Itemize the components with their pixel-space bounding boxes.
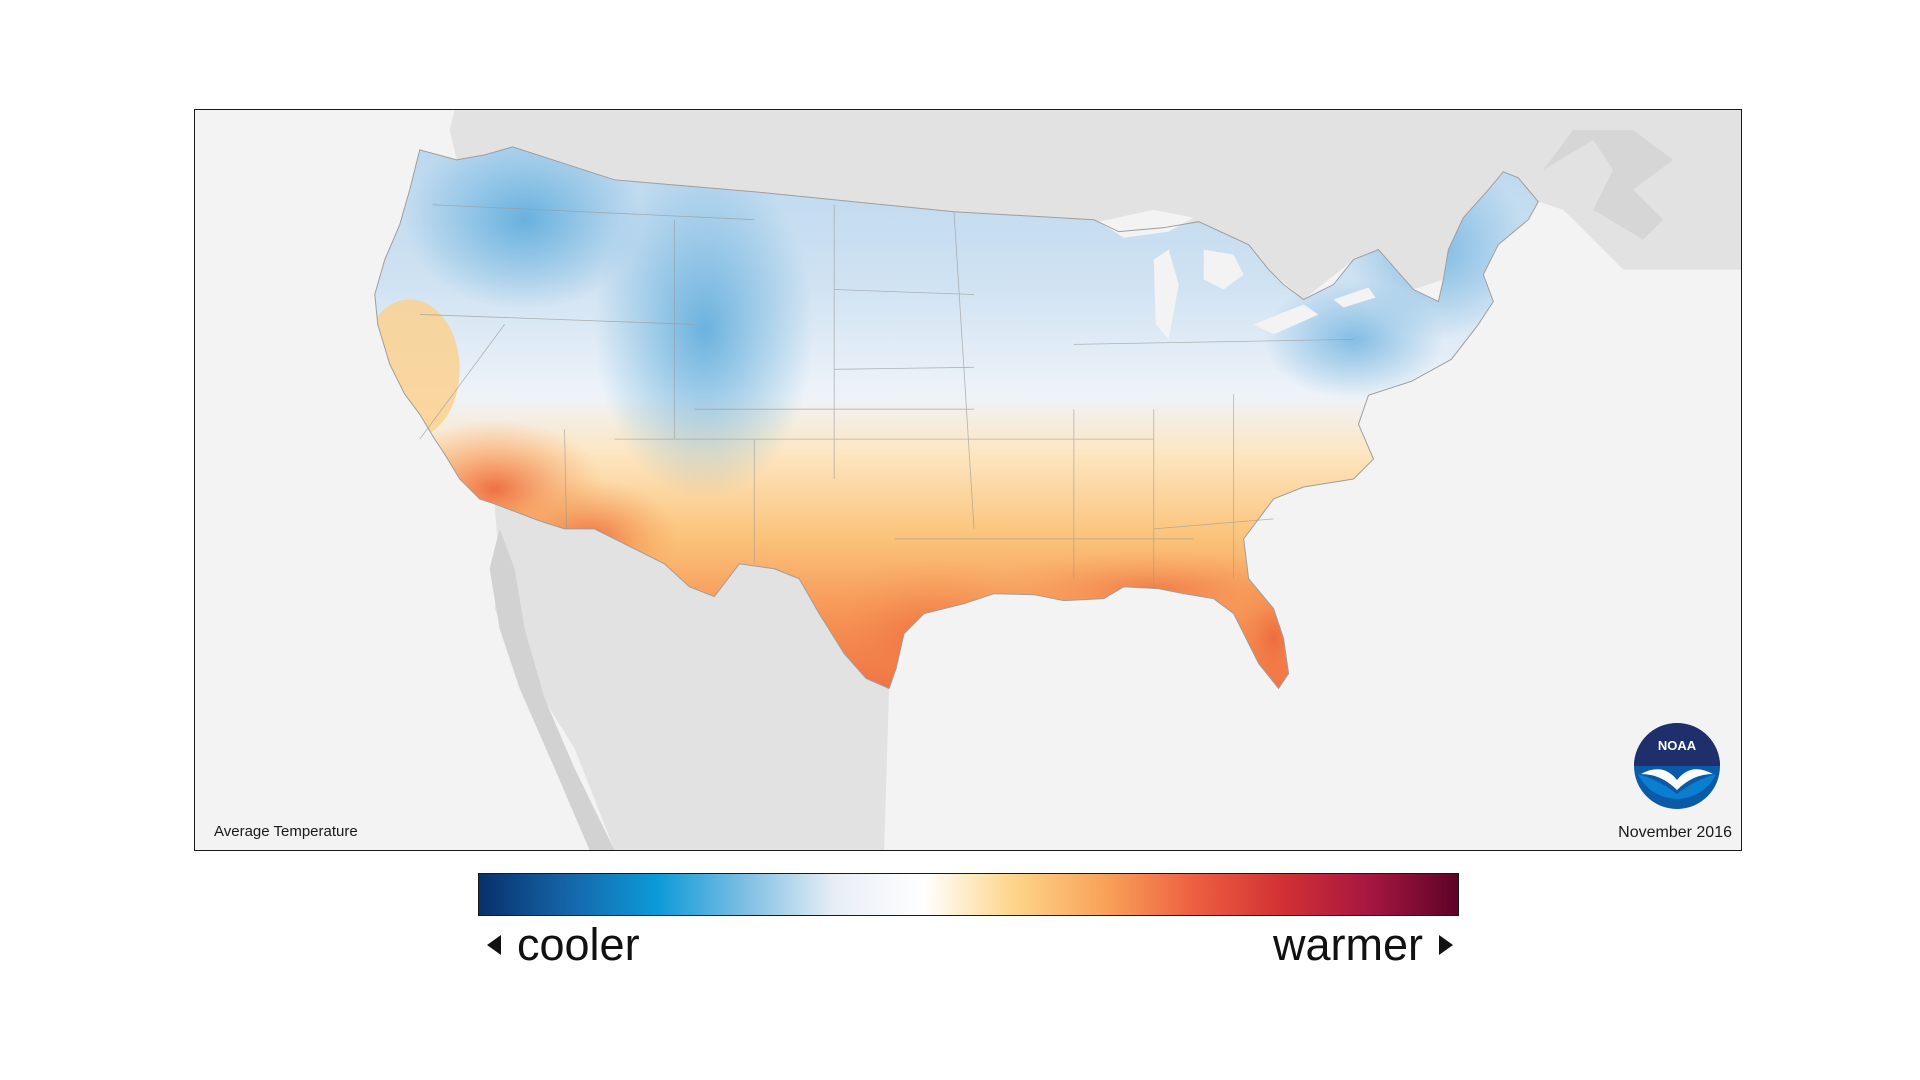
warmer-label-group: warmer [1273,915,1453,975]
map-frame: Average Temperature November 2016 NOAA [194,109,1742,851]
right-arrow-icon [1439,935,1453,955]
great-lakes [1098,209,1376,340]
temperature-color-scale [478,873,1459,916]
noaa-logo-text: NOAA [1658,738,1697,753]
cooler-label: cooler [517,919,640,970]
map-date: November 2016 [1618,824,1732,841]
left-arrow-icon [487,935,501,955]
mexico-land [494,503,890,850]
temperature-map [374,110,1741,850]
canada-land [449,110,1741,300]
cooler-label-group: cooler [487,915,640,975]
state-boundaries [419,204,1354,589]
map-title: Average Temperature [214,823,358,840]
warmer-label: warmer [1272,919,1423,970]
maritime-land [1543,129,1674,240]
baja-peninsula [489,528,615,850]
noaa-logo-icon: NOAA [1634,723,1720,809]
